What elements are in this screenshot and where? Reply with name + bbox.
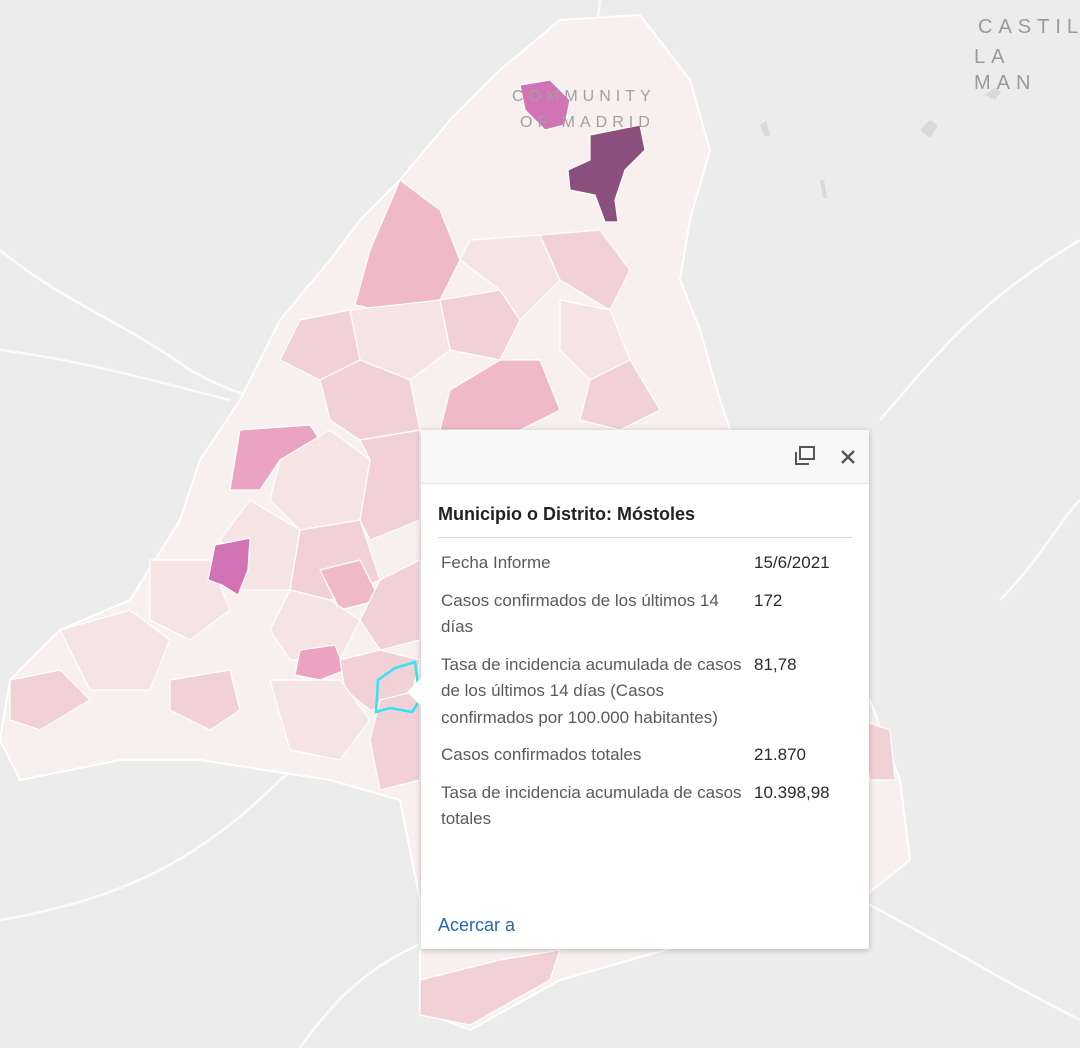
- table-row: Tasa de incidencia acumulada de casos de…: [438, 652, 856, 743]
- table-row: Fecha Informe 15/6/2021: [438, 550, 856, 588]
- popup-pointer: [407, 678, 421, 706]
- zoom-to-link[interactable]: Acercar a: [438, 915, 516, 935]
- popup-divider: [438, 537, 852, 538]
- municipality-polygons[interactable]: [9, 79, 896, 1026]
- row-value: 21.870: [754, 745, 806, 764]
- table-row: Casos confirmados totales 21.870: [438, 742, 856, 780]
- attribute-table: Fecha Informe 15/6/2021 Casos confirmado…: [438, 550, 856, 844]
- table-row: Tasa de incidencia acumulada de casos to…: [438, 780, 856, 844]
- dock-icon[interactable]: [792, 443, 818, 469]
- neighbor-label-line1: CASTIL: [978, 16, 1080, 38]
- row-label: Fecha Informe: [441, 553, 551, 572]
- selected-municipality-outline[interactable]: [374, 660, 422, 714]
- row-label: Casos confirmados totales: [441, 745, 642, 764]
- table-row: Casos confirmados de los últimos 14 días…: [438, 588, 856, 652]
- region-label-line1: COMMUNITY: [512, 88, 656, 105]
- water-bodies: [760, 87, 1001, 198]
- neighbor-label-line2: LA MAN: [974, 46, 1037, 94]
- feature-popup: Municipio o Distrito: Móstoles Fecha Inf…: [407, 430, 869, 949]
- popup-header: [421, 430, 869, 484]
- row-value: 81,78: [754, 654, 797, 674]
- row-value: 15/6/2021: [754, 553, 830, 572]
- row-label: Tasa de incidencia acumulada de casos to…: [441, 782, 742, 829]
- region-label-line2: OF MADRID: [520, 114, 655, 131]
- popup-title: Municipio o Distrito: Móstoles: [438, 504, 695, 524]
- row-value: 172: [754, 590, 783, 610]
- close-icon[interactable]: [835, 443, 861, 469]
- row-label: Tasa de incidencia acumulada de casos de…: [441, 654, 742, 727]
- row-label: Casos confirmados de los últimos 14 días: [441, 590, 719, 637]
- row-value: 10.398,98: [754, 782, 830, 802]
